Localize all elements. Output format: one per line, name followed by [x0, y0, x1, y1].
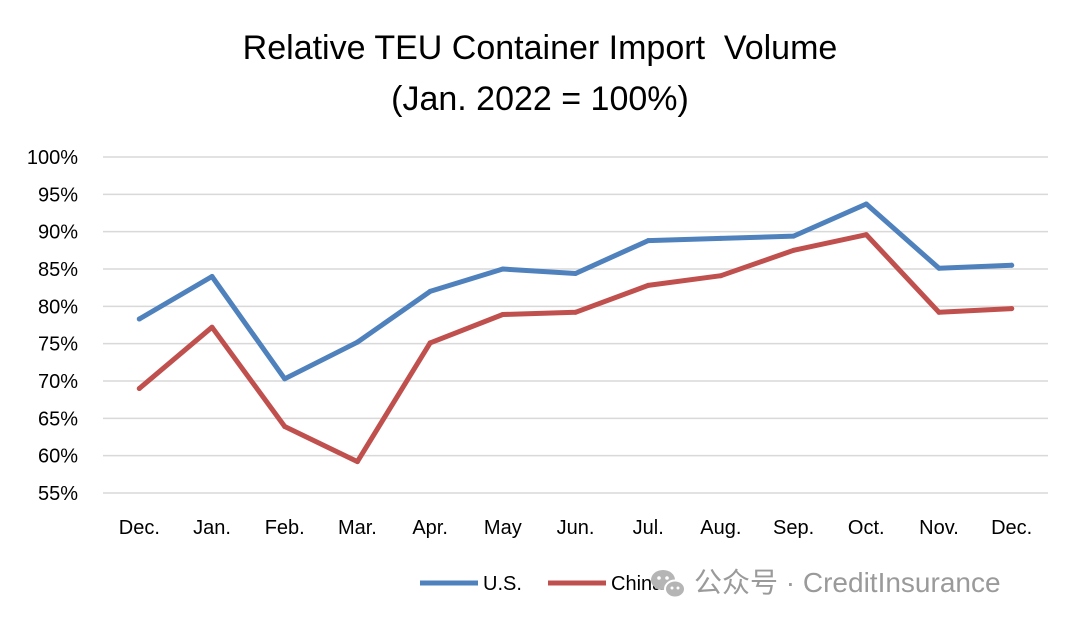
data-point — [500, 312, 506, 318]
data-point — [354, 459, 360, 465]
data-point — [427, 288, 433, 294]
data-point — [354, 339, 360, 345]
y-tick-label: 100% — [27, 147, 78, 169]
y-tick-label: 80% — [38, 296, 78, 318]
data-point — [573, 270, 578, 276]
x-tick-label: Aug. — [700, 517, 741, 539]
x-tick-label: May — [484, 517, 522, 539]
data-point — [645, 238, 651, 244]
y-tick-label: 85% — [38, 259, 78, 281]
y-tick-label: 90% — [38, 222, 78, 244]
x-tick-label: Jul. — [633, 517, 664, 539]
data-point — [718, 235, 724, 241]
y-tick-label: 65% — [38, 408, 78, 430]
data-point — [1009, 306, 1015, 312]
legend-label: U.S. — [483, 573, 522, 595]
legend: U.S. China — [420, 573, 664, 595]
data-point — [936, 265, 942, 271]
x-tick-label: Feb. — [265, 517, 305, 539]
data-point — [863, 232, 869, 238]
gridlines — [103, 156, 1048, 494]
chart-title: Relative TEU Container Import Volume (Ja… — [243, 29, 838, 118]
x-tick-label: Sep. — [773, 517, 814, 539]
data-point — [1009, 262, 1015, 268]
data-point — [936, 309, 942, 315]
series-line — [136, 201, 1015, 382]
y-tick-label: 95% — [38, 184, 78, 206]
data-point — [500, 266, 506, 272]
x-tick-label: Apr. — [412, 517, 448, 539]
chart-title-line-1: Relative TEU Container Import Volume — [243, 29, 838, 67]
wechat-icon — [651, 570, 686, 599]
chart-subtitle: (Jan. 2022 = 100%) — [391, 80, 689, 118]
x-tick-label: Jun. — [557, 517, 595, 539]
data-point — [136, 316, 142, 322]
x-tick-label: Oct. — [848, 517, 885, 539]
data-point — [645, 282, 651, 288]
data-point — [136, 385, 142, 391]
y-tick-label: 75% — [38, 334, 78, 356]
y-tick-label: 55% — [38, 483, 78, 505]
series-lines — [136, 201, 1015, 465]
data-point — [791, 233, 797, 239]
x-axis-ticks: Dec. Jan. Feb. Mar. Apr. May Jun. Jul. Aug. Sep. O… — [119, 517, 1032, 539]
legend-item: U.S. — [420, 573, 522, 595]
data-point — [427, 340, 433, 346]
watermark-text: 公众号 · CreditInsurance — [694, 567, 1001, 598]
x-tick-label: Dec. — [991, 517, 1032, 539]
y-tick-label: 70% — [38, 371, 78, 393]
data-point — [209, 324, 215, 330]
data-point — [282, 376, 288, 382]
data-point — [573, 309, 578, 315]
data-point — [718, 273, 724, 279]
data-point — [791, 247, 797, 253]
y-axis-ticks: 55% 60% 65% 70% 75% 80% 85% 90% 95% 100% — [27, 147, 78, 505]
x-tick-label: Nov. — [919, 517, 959, 539]
data-point — [282, 424, 288, 430]
legend-item: China — [548, 573, 664, 595]
data-point — [209, 273, 215, 279]
x-tick-label: Dec. — [119, 517, 160, 539]
x-tick-label: Mar. — [338, 517, 377, 539]
legend-label: China — [611, 573, 664, 595]
series-1 — [136, 232, 1015, 465]
watermark: 公众号 · CreditInsurance — [651, 567, 1001, 599]
data-point — [863, 201, 869, 207]
x-tick-label: Jan. — [193, 517, 231, 539]
y-tick-label: 60% — [38, 446, 78, 468]
series-0 — [136, 201, 1015, 382]
